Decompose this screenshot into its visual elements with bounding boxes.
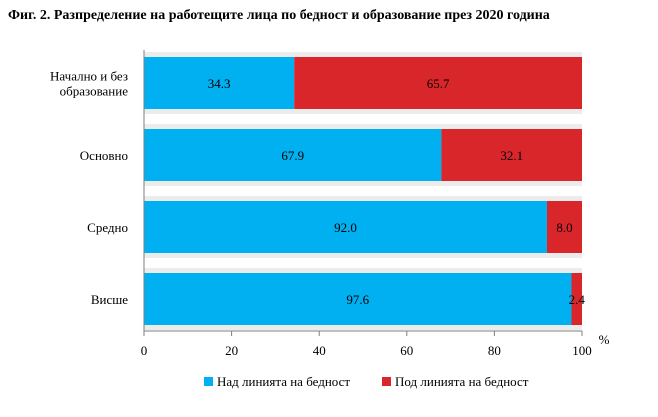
x-tick-label: 40 <box>313 343 326 358</box>
data-label: 8.0 <box>556 220 572 235</box>
legend-swatch <box>204 377 213 386</box>
category-label: Висше <box>91 292 128 307</box>
data-label: 97.6 <box>346 292 369 307</box>
x-tick-label: 80 <box>488 343 501 358</box>
chart-title: Фиг. 2. Разпределение на работещите лица… <box>8 8 550 23</box>
bar-segment <box>144 273 572 325</box>
x-tick-label: 0 <box>141 343 148 358</box>
x-tick-label: 60 <box>400 343 413 358</box>
data-label: 67.9 <box>281 148 304 163</box>
legend-swatch <box>382 377 391 386</box>
bar-segment <box>441 129 582 181</box>
category-label: Основно <box>80 148 128 163</box>
x-unit-label: % <box>599 332 610 347</box>
data-label: 92.0 <box>334 220 357 235</box>
bar-segment <box>571 273 582 325</box>
data-label: 34.3 <box>208 76 231 91</box>
bar-segment <box>144 129 442 181</box>
legend-label: Над линията на бедност <box>217 374 350 389</box>
category-label: Средно <box>87 220 128 235</box>
data-label: 65.7 <box>427 76 450 91</box>
legend-label: Под линията на бедност <box>395 374 529 389</box>
data-label: 2.4 <box>569 292 586 307</box>
x-tick-label: 20 <box>225 343 238 358</box>
bar-segment <box>546 201 582 253</box>
bar-segment <box>144 201 547 253</box>
x-tick-label: 100 <box>572 343 592 358</box>
bar-segment <box>144 57 295 109</box>
data-label: 32.1 <box>500 148 523 163</box>
bar-segment <box>294 57 582 109</box>
category-label: Начално и без образование <box>50 69 128 99</box>
